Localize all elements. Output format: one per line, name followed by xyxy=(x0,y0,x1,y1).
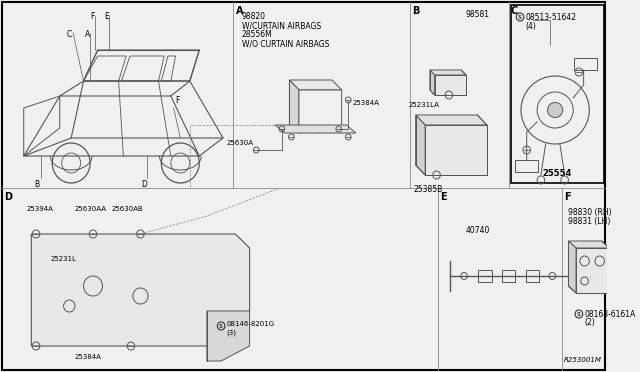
Text: 25630AB: 25630AB xyxy=(112,206,144,212)
Polygon shape xyxy=(415,115,425,175)
Polygon shape xyxy=(289,80,342,90)
Bar xyxy=(502,270,515,282)
Polygon shape xyxy=(425,125,487,175)
Text: C: C xyxy=(67,30,72,39)
Text: 98831 (LH): 98831 (LH) xyxy=(568,217,611,226)
Text: F: F xyxy=(90,12,94,21)
Text: A: A xyxy=(84,30,90,39)
Text: B: B xyxy=(412,6,419,16)
Text: 40740: 40740 xyxy=(466,226,490,235)
Ellipse shape xyxy=(548,103,563,118)
Text: 25231L: 25231L xyxy=(51,256,76,262)
Text: F: F xyxy=(564,192,570,202)
Bar xyxy=(574,58,597,70)
Text: 08146-8201G: 08146-8201G xyxy=(227,321,275,327)
Text: 25394A: 25394A xyxy=(27,206,54,212)
Text: 28556M: 28556M xyxy=(242,30,273,39)
Text: W/O CURTAIN AIRBAGS: W/O CURTAIN AIRBAGS xyxy=(242,39,330,48)
Text: (2): (2) xyxy=(584,318,595,327)
Text: 08513-51642: 08513-51642 xyxy=(525,13,577,22)
Text: 25384A: 25384A xyxy=(352,100,379,106)
Text: E: E xyxy=(440,192,447,202)
Text: 98581: 98581 xyxy=(465,10,489,19)
Polygon shape xyxy=(430,70,466,75)
Bar xyxy=(573,266,592,286)
Text: 25630A: 25630A xyxy=(227,140,253,146)
Bar xyxy=(478,270,492,282)
Bar xyxy=(511,5,604,183)
Text: W/CURTAIN AIRBAGS: W/CURTAIN AIRBAGS xyxy=(242,21,321,30)
Text: 25385B: 25385B xyxy=(413,185,443,194)
Text: 25630AA: 25630AA xyxy=(74,206,106,212)
Polygon shape xyxy=(568,241,609,248)
Text: S: S xyxy=(219,324,223,329)
Text: (3): (3) xyxy=(227,329,237,336)
Text: 25231LA: 25231LA xyxy=(408,102,439,108)
Polygon shape xyxy=(568,241,576,293)
Text: B: B xyxy=(35,180,40,189)
Text: R253001M: R253001M xyxy=(564,357,602,363)
Text: D: D xyxy=(141,180,147,189)
Text: (4): (4) xyxy=(525,22,536,31)
Text: S: S xyxy=(518,15,522,20)
Polygon shape xyxy=(299,90,342,133)
Text: A: A xyxy=(236,6,244,16)
Text: 98830 (RH): 98830 (RH) xyxy=(568,208,612,217)
Bar xyxy=(525,270,539,282)
Polygon shape xyxy=(289,80,299,133)
Polygon shape xyxy=(430,70,435,95)
Polygon shape xyxy=(31,234,250,346)
Polygon shape xyxy=(275,125,356,133)
Bar xyxy=(515,160,538,172)
Text: D: D xyxy=(4,192,12,202)
Text: 98820: 98820 xyxy=(242,12,266,21)
Text: E: E xyxy=(104,12,109,21)
Polygon shape xyxy=(415,115,487,125)
Polygon shape xyxy=(207,311,250,361)
Text: C: C xyxy=(511,6,518,16)
Polygon shape xyxy=(576,248,609,293)
Text: F: F xyxy=(175,96,180,105)
Polygon shape xyxy=(435,75,466,95)
Text: 08168-6161A: 08168-6161A xyxy=(584,310,636,319)
Text: S: S xyxy=(577,312,581,317)
Text: 25384A: 25384A xyxy=(74,354,101,360)
Text: 25554: 25554 xyxy=(542,169,572,178)
